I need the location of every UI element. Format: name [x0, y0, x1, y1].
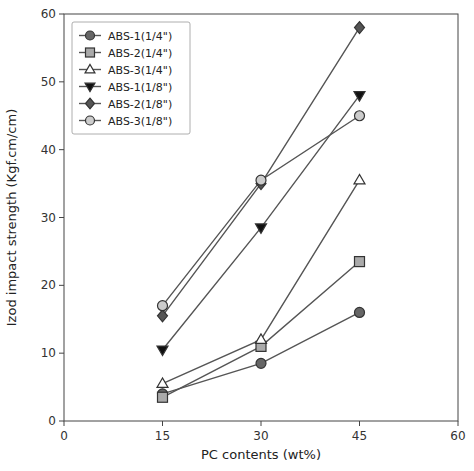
point [355, 257, 365, 267]
point [158, 301, 168, 311]
y-tick [59, 217, 64, 218]
x-tick [261, 421, 262, 426]
legend-label: ABS-1(1/8") [108, 81, 172, 94]
x-tick [64, 421, 65, 426]
legend-frame [72, 22, 190, 134]
point [355, 22, 365, 34]
legend-marker [86, 116, 95, 125]
legend-marker [86, 31, 95, 40]
legend-marker [86, 48, 95, 57]
legend-marker [85, 83, 95, 92]
x-tick [458, 421, 459, 426]
y-tick [59, 81, 64, 82]
x-tick-label: 30 [253, 429, 268, 443]
series-line [163, 180, 360, 384]
point [256, 358, 266, 368]
y-tick-label: 20 [41, 278, 56, 292]
legend-label: ABS-3(1/4") [108, 64, 172, 77]
legend-label: ABS-1(1/4") [108, 30, 172, 43]
series-line [163, 28, 360, 316]
point [158, 392, 168, 402]
plot-frame [64, 14, 458, 421]
point [256, 175, 266, 185]
y-tick-label: 10 [41, 346, 56, 360]
point [355, 111, 365, 121]
y-tick [59, 421, 64, 422]
x-axis-label: PC contents (wt%) [201, 447, 321, 462]
point [355, 307, 365, 317]
x-tick-label: 60 [450, 429, 465, 443]
legend: ABS-1(1/4") ABS-2(1/4") ABS-3(1/4") ABS-1(1… [72, 22, 190, 134]
y-tick-label: 50 [41, 75, 56, 89]
point [158, 310, 168, 322]
legend-label: ABS-2(1/4") [108, 47, 172, 60]
y-tick-label: 30 [41, 211, 56, 225]
x-tick-label: 15 [155, 429, 170, 443]
legend-label: ABS-3(1/8") [108, 115, 172, 128]
y-tick [59, 285, 64, 286]
x-tick [359, 421, 360, 426]
x-tick-label: 0 [60, 429, 68, 443]
y-tick [59, 14, 64, 15]
y-axis-label: Izod impact strength (Kgf.cm/cm) [4, 109, 19, 326]
point [157, 346, 168, 356]
point [256, 224, 267, 234]
series-line [163, 116, 360, 306]
legend-marker [85, 64, 95, 73]
legend-marker [86, 98, 95, 109]
y-tick-label: 40 [41, 143, 56, 157]
y-tick [59, 353, 64, 354]
point [354, 92, 365, 102]
legend-label: ABS-2(1/8") [108, 98, 172, 111]
chart: 0 15 30 45 60 0 10 20 30 40 50 60 PC contents (wt%) I… [0, 0, 474, 471]
series-line [163, 95, 360, 349]
point [256, 334, 267, 344]
series-line [163, 262, 360, 398]
y-tick [59, 149, 64, 150]
point [157, 378, 168, 388]
point [354, 174, 365, 184]
y-tick-label: 0 [48, 414, 56, 428]
y-tick-label: 60 [41, 7, 56, 21]
x-tick [162, 421, 163, 426]
x-tick-label: 45 [352, 429, 367, 443]
